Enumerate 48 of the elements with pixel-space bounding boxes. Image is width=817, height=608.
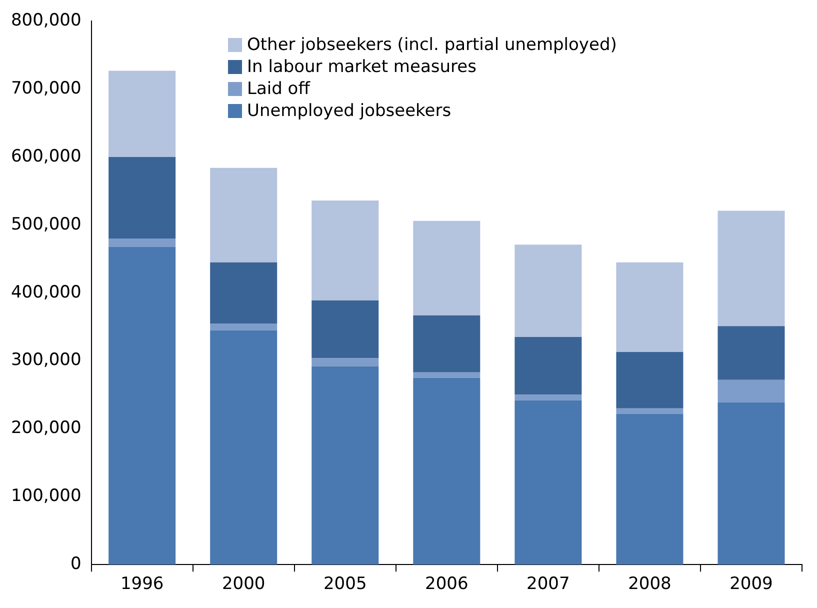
bar [413, 378, 480, 565]
bar [413, 315, 480, 372]
bar [514, 337, 582, 395]
legend-label: Laid off [247, 78, 310, 100]
bar [108, 70, 176, 158]
bar [616, 352, 684, 408]
y-tick-label: 0 [70, 554, 82, 574]
y-tick-label: 400,000 [10, 282, 82, 302]
bar [718, 210, 785, 326]
bar [616, 414, 684, 565]
legend-label: Other jobseekers (incl. partial unemployed) [247, 34, 617, 56]
bar [718, 326, 785, 380]
bar [210, 323, 278, 330]
bar [413, 220, 480, 316]
x-tick-label: 2007 [526, 574, 570, 594]
x-tick-label: 2006 [425, 574, 468, 594]
bar [210, 262, 278, 324]
x-tick-label: 2009 [730, 574, 773, 594]
x-tick-label: 1996 [120, 574, 164, 594]
bar [108, 238, 176, 247]
bar [312, 200, 379, 300]
y-tick-label: 700,000 [10, 78, 82, 99]
bar [514, 244, 582, 338]
bar [616, 408, 684, 414]
y-tick-label: 800,000 [10, 10, 82, 31]
bar [514, 394, 582, 400]
legend-label: In labour market measures [247, 56, 476, 78]
bar [312, 358, 379, 366]
y-tick-label: 500,000 [10, 214, 82, 234]
bar [108, 246, 176, 565]
y-tick-label: 100,000 [10, 486, 82, 506]
x-tick-label: 2008 [628, 574, 672, 594]
legend-label: Unemployed jobseekers [247, 100, 452, 122]
bar [312, 366, 379, 565]
bar [210, 168, 278, 262]
y-tick-label: 300,000 [10, 350, 82, 370]
bar [718, 380, 785, 402]
bar [514, 400, 582, 565]
bar [616, 262, 684, 352]
bar [210, 330, 278, 565]
bar [312, 300, 379, 358]
bar [718, 402, 785, 565]
bar [413, 372, 480, 378]
x-tick-label: 2000 [222, 574, 266, 594]
y-tick-label: 600,000 [10, 146, 82, 166]
bar [108, 157, 176, 239]
x-tick-label: 2005 [323, 574, 367, 594]
y-tick-label: 200,000 [10, 418, 82, 438]
